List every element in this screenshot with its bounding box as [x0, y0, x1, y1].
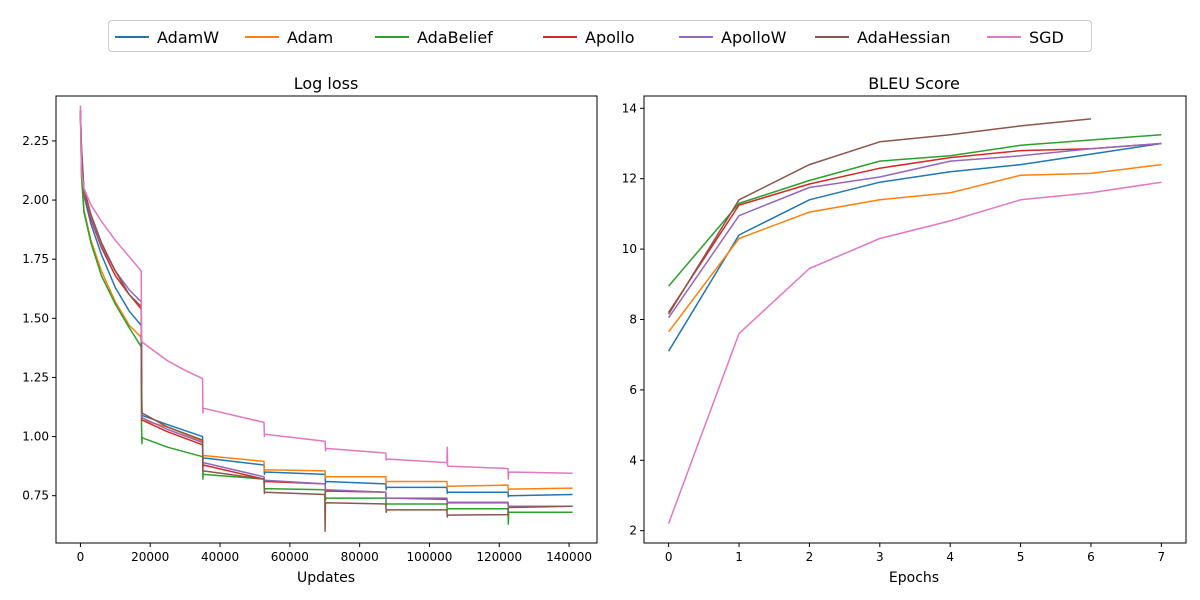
series-line-adam [668, 163, 1162, 333]
legend-label: AdaHessian [857, 27, 951, 47]
legend-item-apollo: Apollo [543, 21, 635, 53]
y-tick-label: 8 [629, 313, 637, 327]
x-tick-label: 40000 [201, 550, 239, 564]
series-line-adahessian [79, 110, 573, 532]
x-tick-label: 5 [1017, 550, 1025, 564]
legend-swatch [245, 36, 279, 38]
y-tick-label: 12 [622, 172, 637, 186]
y-tick-label: 0.75 [22, 489, 49, 503]
legend-item-adam: Adam [245, 21, 333, 53]
bleu-score-x-axis-label: Epochs [889, 570, 939, 586]
legend-label: Apollo [585, 27, 635, 47]
legend: AdamW Adam AdaBelief Apollo ApolloW AdaHessia… [108, 20, 1092, 52]
series-line-apollow [667, 142, 1162, 319]
legend-item-adabelief: AdaBelief [375, 21, 493, 53]
log-loss-title: Log loss [294, 74, 359, 93]
y-tick-label: 14 [622, 101, 637, 115]
x-tick-label: 0 [77, 550, 85, 564]
legend-label: AdamW [157, 27, 220, 47]
legend-swatch [115, 36, 149, 38]
log-loss-chart: Log loss Updates 0 20000 40000 60000 80000 10… [22, 74, 598, 586]
x-tick-label: 60000 [271, 550, 309, 564]
x-tick-label: 140000 [546, 550, 592, 564]
x-tick-label: 120000 [476, 550, 522, 564]
series-line-adamw [667, 142, 1162, 352]
legend-swatch [815, 36, 849, 38]
bleu-score-title: BLEU Score [868, 74, 960, 93]
legend-swatch [987, 36, 1021, 38]
series-line-adabelief [668, 133, 1162, 287]
legend-label: SGD [1029, 27, 1064, 47]
legend-swatch [679, 36, 713, 38]
legend-item-apollow: ApolloW [679, 21, 786, 53]
y-tick-label: 4 [629, 453, 637, 467]
y-tick-label: 2.25 [22, 134, 49, 148]
legend-swatch [375, 36, 409, 38]
y-tick-label: 2 [629, 524, 637, 538]
series-line-apollo [667, 142, 1162, 313]
y-tick-label: 10 [622, 242, 637, 256]
x-tick-label: 80000 [341, 550, 379, 564]
log-loss-x-axis-label: Updates [297, 570, 355, 586]
x-tick-label: 20000 [131, 550, 169, 564]
x-tick-label: 0 [665, 550, 673, 564]
series-line-adam [79, 110, 573, 492]
legend-label: ApolloW [721, 27, 787, 47]
series-line-sgd [79, 105, 573, 480]
plot-frame [55, 95, 598, 544]
legend-item-sgd: SGD [987, 21, 1064, 53]
y-tick-label: 1.00 [22, 430, 49, 444]
y-tick-label: 1.25 [22, 370, 49, 384]
y-tick-label: 1.75 [22, 252, 49, 266]
series-line-sgd [667, 181, 1162, 524]
y-tick-label: 1.50 [22, 311, 49, 325]
legend-item-adamw: AdamW [115, 21, 219, 53]
series-line-adabelief [79, 110, 573, 525]
legend-label: AdaBelief [417, 27, 493, 47]
legend-item-adahessian: AdaHessian [815, 21, 951, 53]
legend-swatch [543, 36, 577, 38]
series-line-adamw [79, 110, 573, 498]
x-tick-label: 100000 [407, 550, 453, 564]
legend-label: Adam [287, 27, 334, 47]
series-line-adahessian [667, 118, 1092, 315]
x-tick-label: 4 [946, 550, 954, 564]
x-tick-label: 3 [876, 550, 884, 564]
x-tick-label: 2 [806, 550, 814, 564]
y-tick-label: 6 [629, 383, 637, 397]
x-tick-label: 1 [735, 550, 743, 564]
x-tick-label: 7 [1158, 550, 1166, 564]
y-tick-label: 2.00 [22, 193, 49, 207]
x-tick-label: 6 [1087, 550, 1095, 564]
